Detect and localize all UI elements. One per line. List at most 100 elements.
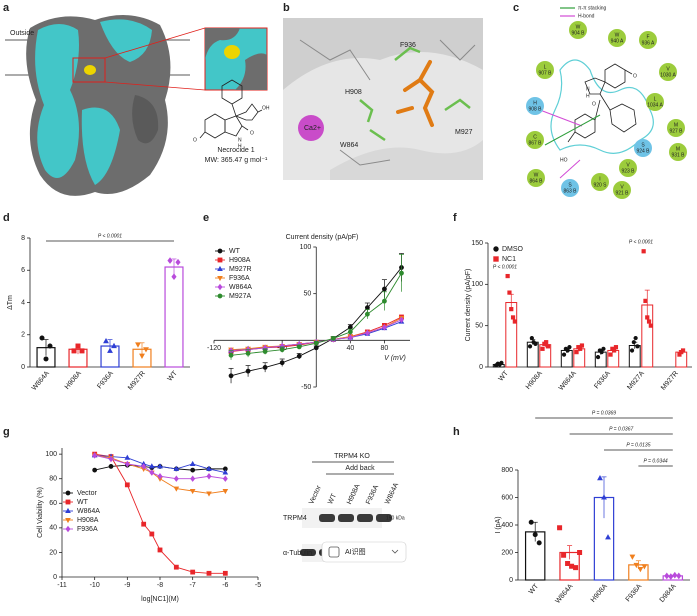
- data-point: [279, 360, 285, 366]
- x-tick-label: H908A: [525, 370, 544, 391]
- y-tick-label: 100: [471, 281, 483, 288]
- residue-letter: L: [544, 64, 547, 70]
- data-point: [206, 570, 212, 576]
- data-point: [532, 532, 538, 538]
- x-tick-label: W864A: [554, 583, 574, 605]
- data-point: [206, 465, 212, 471]
- data-point: [313, 345, 319, 351]
- data-point: [509, 307, 514, 312]
- data-point: [262, 349, 268, 354]
- residue-label: M927: [455, 129, 473, 136]
- data-point: [676, 572, 682, 580]
- data-point: [206, 473, 212, 480]
- ai-button[interactable]: AI识图: [321, 541, 407, 563]
- lane-label: WT: [327, 492, 338, 505]
- legend-label: W864A: [229, 284, 252, 291]
- data-point: [574, 350, 579, 355]
- residue-letter: H: [533, 100, 537, 106]
- data-point: [561, 352, 567, 357]
- residue-number: 924 B: [636, 148, 650, 154]
- residue-node: [591, 173, 609, 191]
- residue-node: [669, 143, 687, 161]
- atom-label: O: [592, 101, 596, 107]
- data-point: [173, 486, 180, 492]
- data-point: [279, 347, 285, 353]
- residue-letter: M: [676, 146, 680, 152]
- atom-label: N: [238, 137, 242, 143]
- data-point: [364, 329, 370, 337]
- data-point: [507, 290, 512, 295]
- y-tick-label: 100: [45, 451, 57, 458]
- data-point: [631, 340, 636, 345]
- residue-letter: W: [534, 172, 539, 178]
- data-point: [75, 343, 81, 349]
- legend-label: WT: [229, 248, 241, 255]
- data-point: [646, 319, 652, 324]
- data-point: [597, 474, 603, 481]
- legend-marker: [217, 283, 223, 291]
- residue-number: 940 A: [611, 38, 624, 44]
- data-point: [173, 465, 180, 471]
- residue-number: 867 B: [528, 140, 542, 146]
- atom-label: OH: [262, 105, 270, 111]
- data-point: [107, 347, 113, 353]
- data-point: [92, 452, 98, 459]
- data-point: [364, 311, 370, 317]
- data-point: [608, 352, 613, 357]
- x-tick-label: 80: [381, 345, 389, 352]
- data-point: [157, 463, 163, 469]
- data-point: [167, 257, 173, 264]
- data-point: [228, 352, 234, 358]
- residue-number: 920 S: [593, 182, 607, 188]
- data-point: [149, 469, 155, 476]
- molecular-weight: MW: 365.47 g mol⁻¹: [205, 157, 268, 164]
- data-point: [545, 344, 551, 349]
- residue-number: 921 B: [615, 190, 629, 196]
- data-point: [382, 298, 387, 304]
- protein-structure: [5, 15, 268, 196]
- data-point: [173, 475, 179, 482]
- ai-button-chevron: [391, 549, 399, 554]
- residue-number: 908 B: [528, 106, 542, 112]
- data-point: [347, 324, 353, 330]
- band: [338, 514, 354, 522]
- data-point: [527, 344, 533, 349]
- data-point: [190, 475, 196, 482]
- lane-label: Vector: [308, 484, 323, 506]
- data-point: [577, 549, 583, 555]
- data-point: [533, 341, 538, 346]
- legend-marker: [217, 276, 223, 282]
- data-point: [672, 571, 678, 579]
- residue-node: [561, 179, 579, 197]
- data-point: [382, 286, 387, 292]
- residue-letter: V: [666, 66, 670, 72]
- chart-title: Current density (pA/pF): [286, 234, 359, 241]
- binding-site: [283, 18, 483, 180]
- legend-label: F936A: [229, 275, 250, 282]
- data-point: [111, 342, 117, 349]
- data-point: [629, 348, 635, 353]
- residue-number: 936 A: [642, 40, 655, 46]
- data-point: [648, 323, 653, 328]
- band: [357, 514, 373, 522]
- data-point: [565, 348, 570, 353]
- data-point: [330, 336, 336, 341]
- x-tick-label: F936A: [96, 370, 115, 391]
- y-tick-label: 60: [49, 500, 57, 507]
- data-point: [399, 270, 404, 276]
- data-point: [529, 335, 534, 341]
- data-point: [536, 540, 542, 546]
- panel-label: d: [3, 212, 10, 224]
- data-point: [139, 353, 145, 359]
- panel-label: e: [203, 212, 209, 224]
- residue-node: [536, 61, 554, 79]
- data-point: [579, 343, 585, 348]
- panel-label: b: [283, 2, 290, 14]
- data-point: [381, 324, 387, 331]
- residue-letter: V: [620, 184, 624, 190]
- bar: [164, 266, 184, 368]
- residue-node: [608, 29, 626, 47]
- series-line: [94, 464, 226, 471]
- data-point: [641, 249, 646, 254]
- legend-label: W864A: [77, 508, 100, 515]
